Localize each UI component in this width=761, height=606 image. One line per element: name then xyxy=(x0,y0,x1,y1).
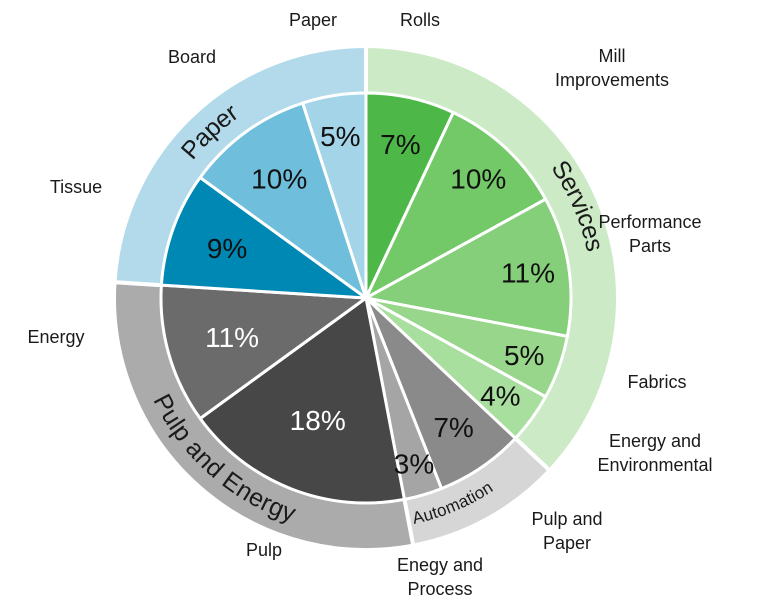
value-label-pulp: 18% xyxy=(290,405,346,436)
slice-board xyxy=(198,101,368,300)
pie-slices xyxy=(159,91,573,505)
category-label-board: Board xyxy=(168,47,216,67)
value-label-paper: 5% xyxy=(320,121,360,152)
category-label-enegy-and-process: Enegy and Process xyxy=(397,555,483,599)
value-label-rolls: 7% xyxy=(380,129,420,160)
slice-pulp xyxy=(198,296,406,505)
slice-tissue xyxy=(159,176,368,300)
value-label-performance-parts: 11% xyxy=(501,257,555,288)
value-label-mill-improvements: 10% xyxy=(450,163,506,194)
value-label-tissue: 9% xyxy=(207,233,247,264)
value-label-energy: 11% xyxy=(205,322,259,353)
value-label-pulp-and-paper: 7% xyxy=(433,412,473,443)
category-label-fabrics: Fabrics xyxy=(627,372,686,392)
category-label-tissue: Tissue xyxy=(50,177,102,197)
category-label-pulp: Pulp xyxy=(246,540,282,560)
value-label-enegy-and-process: 3% xyxy=(394,448,434,479)
value-label-fabrics: 5% xyxy=(504,340,544,371)
category-label-mill-improvements: Mill Improvements xyxy=(555,46,669,90)
value-labels: 7%10%11%5%4%7%3%18%11%9%10%5% xyxy=(205,121,555,479)
category-label-energy: Energy xyxy=(27,327,84,347)
value-label-board: 10% xyxy=(251,164,307,195)
slice-mill-improvements xyxy=(364,111,548,300)
category-label-pulp-and-paper: Pulp and Paper xyxy=(531,509,602,553)
category-label-energy-and-environmental: Energy and Environmental xyxy=(597,431,712,475)
slice-performance-parts xyxy=(364,197,573,338)
value-label-energy-and-environmental: 4% xyxy=(480,381,520,412)
category-label-performance-parts: Performance Parts xyxy=(598,212,701,256)
slice-energy xyxy=(159,283,368,420)
category-label-paper: Paper xyxy=(289,10,337,30)
category-labels: Rolls Mill Improvements Performance Parts Fab… xyxy=(27,10,712,599)
slice-paper xyxy=(301,91,368,300)
category-label-rolls: Rolls xyxy=(400,10,440,30)
